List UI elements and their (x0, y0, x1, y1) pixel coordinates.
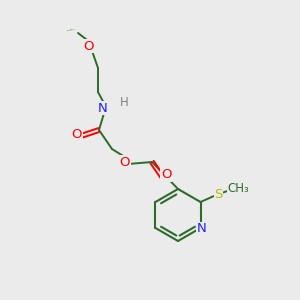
Text: H: H (120, 95, 128, 109)
Text: N: N (98, 101, 108, 115)
Text: O: O (120, 155, 130, 169)
Text: methoxy: methoxy (67, 29, 73, 31)
Text: CH₃: CH₃ (228, 182, 249, 196)
Text: O: O (84, 40, 94, 52)
Text: S: S (214, 188, 223, 200)
Text: methoxy: methoxy (70, 28, 76, 30)
Text: O: O (72, 128, 82, 142)
Text: N: N (196, 223, 206, 236)
Text: O: O (161, 169, 171, 182)
